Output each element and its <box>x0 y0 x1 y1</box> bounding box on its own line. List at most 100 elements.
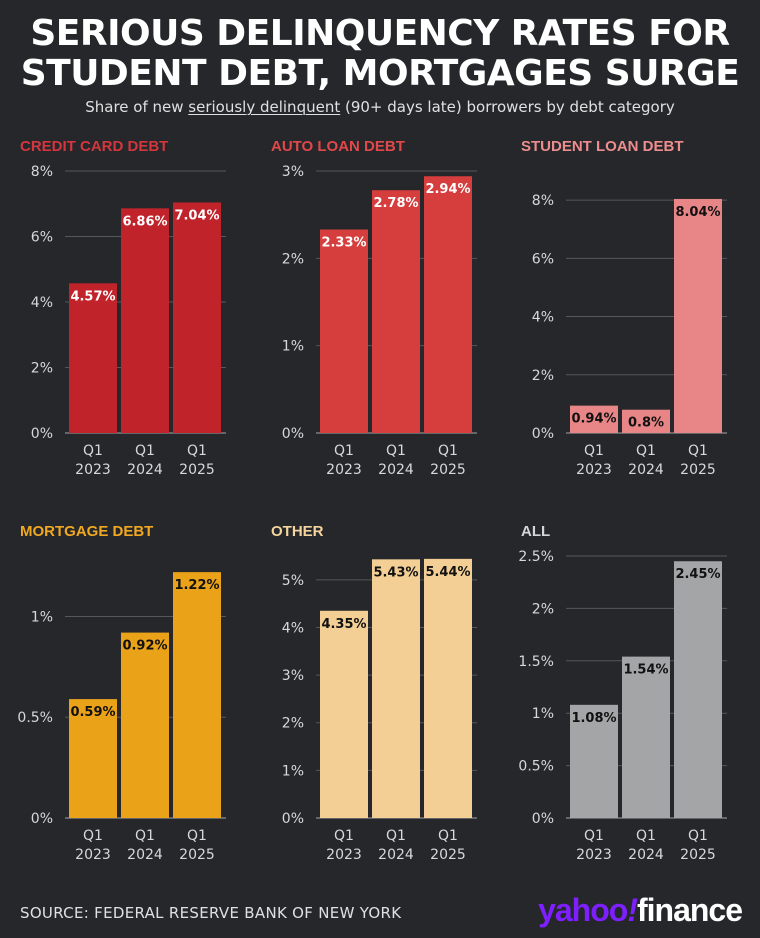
bar-chart-credit-card: 0% 2% 4% 6% 8% 4.57% Q1 2023 6.86% Q1 2024 7.04% Q1 2… <box>31 164 226 478</box>
bar-q1-2023 <box>69 699 117 818</box>
bar-q1-2024 <box>372 190 420 433</box>
x-tick-label: 2023 <box>75 847 111 863</box>
y-tick-label: 3% <box>282 164 304 180</box>
x-tick-label: 2024 <box>127 462 163 478</box>
x-tick-label: 2025 <box>430 462 466 478</box>
y-tick-label: 4% <box>282 620 304 636</box>
y-tick-label: 5% <box>282 573 304 589</box>
x-tick-label: Q1 <box>386 828 406 844</box>
y-tick-label: 1% <box>532 706 554 722</box>
data-label: 0.94% <box>571 412 616 427</box>
chart-subtitle: Share of new seriously delinquent (90+ d… <box>0 98 760 116</box>
logo-exclamation: ! <box>627 892 638 928</box>
y-tick-label: 0% <box>532 426 554 442</box>
chart-title: SERIOUS DELINQUENCY RATES FOR STUDENT DE… <box>0 14 760 94</box>
bar-q1-2025 <box>424 176 472 434</box>
x-tick-label: 2024 <box>378 847 414 863</box>
panel-all: ALL 0% 0.5% 1% 1.5% 2% 2.5% 1.08% Q1 2023 1.54% Q1… <box>518 523 741 873</box>
x-tick-label: Q1 <box>187 828 207 844</box>
y-tick-label: 2.5% <box>518 549 554 565</box>
data-label: 2.78% <box>373 196 418 211</box>
panel-title: CREDIT CARD DEBT <box>20 138 169 155</box>
x-tick-label: Q1 <box>438 443 458 459</box>
data-label: 5.44% <box>425 565 470 580</box>
bar-q1-2024 <box>121 632 169 818</box>
bar-q1-2025 <box>424 558 472 818</box>
data-label: 0.8% <box>628 416 664 431</box>
bar-chart-all: 0% 0.5% 1% 1.5% 2% 2.5% 1.08% Q1 2023 1.54% Q1 2024… <box>518 549 727 863</box>
x-tick-label: 2023 <box>576 847 612 863</box>
bar-q1-2025 <box>173 202 221 433</box>
bar-q1-2023 <box>69 283 117 433</box>
y-tick-label: 4% <box>31 295 53 311</box>
x-tick-label: 2025 <box>179 462 215 478</box>
x-tick-label: Q1 <box>584 443 604 459</box>
bar-q1-2024 <box>622 409 670 433</box>
bar-q1-2024 <box>622 656 670 818</box>
x-tick-label: Q1 <box>83 443 103 459</box>
y-tick-label: 0% <box>31 426 53 442</box>
x-tick-label: Q1 <box>386 443 406 459</box>
y-tick-label: 2% <box>31 361 53 377</box>
yahoo-finance-logo: yahoo!finance <box>538 892 743 928</box>
title-line-2: STUDENT DEBT, MORTGAGES SURGE <box>20 53 740 94</box>
y-tick-label: 2% <box>282 251 304 267</box>
y-tick-label: 0% <box>282 426 304 442</box>
data-label: 6.86% <box>122 214 167 229</box>
data-label: 0.92% <box>122 639 167 654</box>
bar-chart-other: 0% 1% 2% 3% 4% 5% 4.35% Q1 2023 5.43% Q1 2024 5.44% Q… <box>282 558 477 863</box>
x-tick-label: Q1 <box>688 443 708 459</box>
x-tick-label: Q1 <box>438 828 458 844</box>
data-label: 8.04% <box>675 205 720 220</box>
bar-q1-2024 <box>121 208 169 433</box>
bar-q1-2025 <box>173 572 221 818</box>
y-tick-label: 1% <box>282 763 304 779</box>
y-tick-label: 3% <box>282 668 304 684</box>
x-tick-label: Q1 <box>83 828 103 844</box>
y-tick-label: 0% <box>282 811 304 827</box>
bar-q1-2023 <box>570 704 618 818</box>
bar-q1-2025 <box>674 561 722 818</box>
logo-yahoo-text: yahoo <box>538 892 628 928</box>
x-tick-label: 2025 <box>179 847 215 863</box>
panel-other: OTHER 0% 1% 2% 3% 4% 5% 4.35% Q1 2023 5.43% Q1 2024… <box>271 523 491 873</box>
x-tick-label: 2023 <box>326 462 362 478</box>
x-tick-label: 2024 <box>628 462 664 478</box>
title-line-1: SERIOUS DELINQUENCY RATES FOR <box>30 13 730 54</box>
x-tick-label: 2024 <box>628 847 664 863</box>
y-tick-label: 8% <box>31 164 53 180</box>
data-label: 2.45% <box>675 567 720 582</box>
x-tick-label: Q1 <box>688 828 708 844</box>
panel-student-loan-debt: STUDENT LOAN DEBT 0% 2% 4% 6% 8% 0.94% Q1 2023 0… <box>521 138 741 488</box>
data-label: 1.22% <box>174 578 219 593</box>
y-tick-label: 2% <box>532 368 554 384</box>
panel-title: ALL <box>521 523 551 540</box>
y-tick-label: 6% <box>532 251 554 267</box>
y-tick-label: 1% <box>282 339 304 355</box>
subtitle-underlined-term: seriously delinquent <box>188 98 341 116</box>
x-tick-label: 2023 <box>75 462 111 478</box>
panel-title: MORTGAGE DEBT <box>20 523 154 540</box>
y-tick-label: 1% <box>31 609 53 625</box>
x-tick-label: Q1 <box>636 828 656 844</box>
x-tick-label: Q1 <box>135 443 155 459</box>
y-tick-label: 1.5% <box>518 654 554 670</box>
x-tick-label: Q1 <box>135 828 155 844</box>
panel-credit-card-debt: CREDIT CARD DEBT 0% 2% 4% 6% 8% 4.57% Q1 2023 6.… <box>20 138 240 488</box>
y-tick-label: 0% <box>532 811 554 827</box>
x-tick-label: 2023 <box>576 462 612 478</box>
data-label: 2.33% <box>321 236 366 251</box>
bar-q1-2023 <box>320 610 368 818</box>
panel-auto-loan-debt: AUTO LOAN DEBT 0% 1% 2% 3% 2.33% Q1 2023 2.78% Q… <box>271 138 491 488</box>
x-tick-label: 2024 <box>127 847 163 863</box>
y-tick-label: 2% <box>532 601 554 617</box>
subtitle-suffix: (90+ days late) borrowers by debt catego… <box>340 98 675 116</box>
y-tick-label: 2% <box>282 716 304 732</box>
x-tick-label: 2024 <box>378 462 414 478</box>
y-tick-label: 0% <box>31 811 53 827</box>
x-tick-label: Q1 <box>334 828 354 844</box>
y-tick-label: 8% <box>532 193 554 209</box>
x-tick-label: Q1 <box>584 828 604 844</box>
data-label: 5.43% <box>373 565 418 580</box>
y-tick-label: 0.5% <box>518 759 554 775</box>
